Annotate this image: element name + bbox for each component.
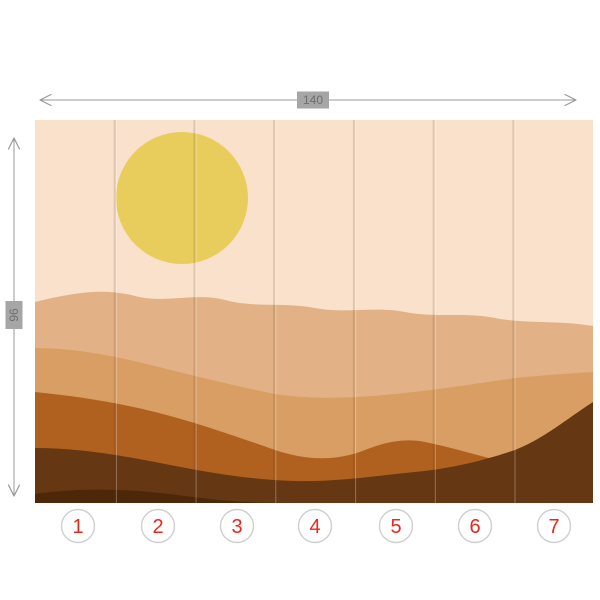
arrow-right-icon [564, 93, 577, 107]
panel-number-badge: 5 [378, 508, 414, 544]
arrow-down-icon [7, 484, 21, 497]
width-label-box [297, 91, 329, 109]
panel-number-badge: 6 [457, 508, 493, 544]
panel-numbers: 1 2 3 4 5 6 7 [60, 508, 572, 544]
height-label-box [5, 301, 23, 329]
panel-number-label: 7 [548, 516, 559, 538]
sun [116, 132, 248, 264]
panel-number-circle [219, 508, 255, 544]
panel-number-label: 6 [469, 516, 480, 538]
mural-artwork [35, 120, 593, 503]
panel-number-circle [60, 508, 96, 544]
width-dimension-label: 140 [303, 93, 323, 107]
panel-number-circle [140, 508, 176, 544]
panel-number-label: 2 [152, 516, 163, 538]
height-dimension-label: 96 [7, 308, 21, 322]
panel-number-badge: 4 [297, 508, 333, 544]
panel-number-circle [297, 508, 333, 544]
arrow-left-icon [39, 93, 52, 107]
panel-number-badge: 3 [219, 508, 255, 544]
panel-number-circle [457, 508, 493, 544]
hill-layer-4 [35, 402, 593, 503]
panel-number-label: 4 [309, 516, 320, 538]
panel-number-circle [378, 508, 414, 544]
panel-number-badge: 1 [60, 508, 96, 544]
panel-number-label: 1 [72, 516, 83, 538]
panel-number-label: 3 [231, 516, 242, 538]
height-dimension: 96 [5, 137, 23, 497]
panel-number-circle [536, 508, 572, 544]
panel-seams [113, 120, 516, 503]
panel-number-label: 5 [390, 516, 401, 538]
panel-number-badge: 7 [536, 508, 572, 544]
width-dimension: 140 [39, 91, 577, 109]
hill-layer-5 [35, 489, 593, 503]
arrow-up-icon [7, 137, 21, 150]
panel-number-badge: 2 [140, 508, 176, 544]
